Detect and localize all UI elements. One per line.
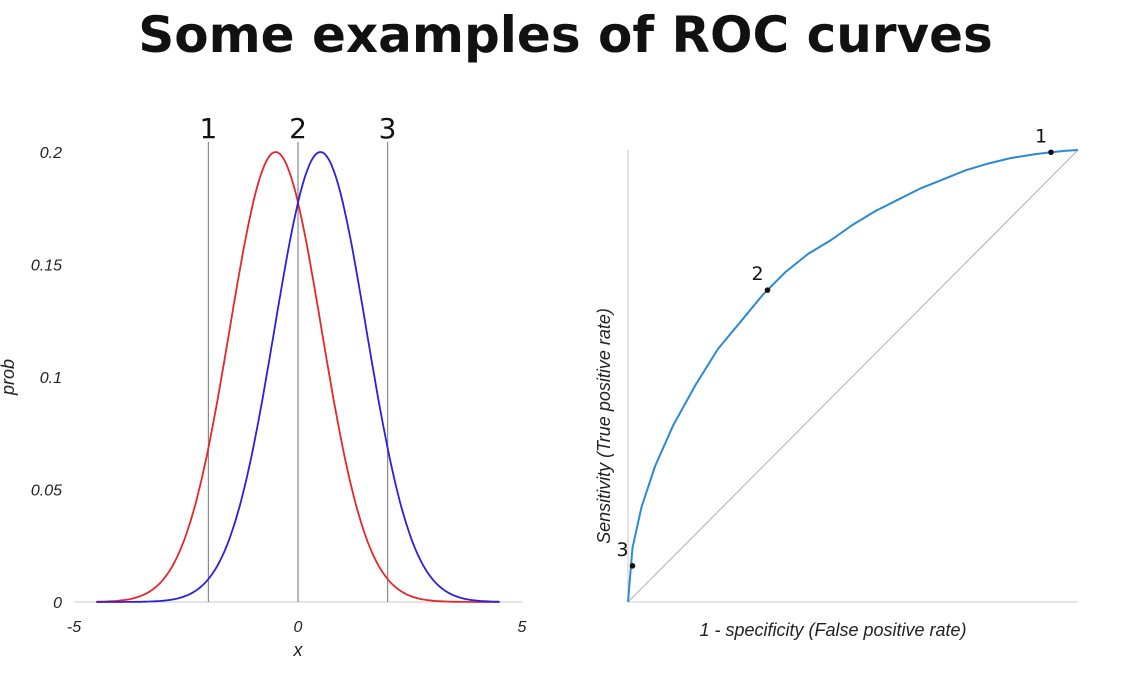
roc-curve-chart: 1 - specificity (False positive rate) Sen… xyxy=(594,125,1079,640)
y-tick-label: 0.2 xyxy=(40,145,62,162)
y-tick-label: 0.15 xyxy=(31,258,62,275)
y-tick-label: 0 xyxy=(53,595,62,612)
x-axis-label: 1 - specificity (False positive rate) xyxy=(699,620,966,640)
roc-curve xyxy=(627,149,1079,603)
x-tick-label: -5 xyxy=(67,619,81,636)
chance-diagonal xyxy=(627,149,1079,603)
y-tick-label: 0.1 xyxy=(40,370,62,387)
roc-point-label: 3 xyxy=(616,539,628,561)
density-curve-2 xyxy=(96,151,500,603)
y-axis-label: prob xyxy=(0,359,18,396)
y-tick-label: 0.05 xyxy=(31,483,62,500)
slide-title: Some examples of ROC curves xyxy=(138,6,993,64)
y-axis-label: Sensitivity (True positive rate) xyxy=(594,308,614,544)
threshold-label: 2 xyxy=(289,112,307,145)
roc-point-label: 2 xyxy=(751,263,763,285)
threshold-label: 1 xyxy=(199,112,217,145)
threshold-label: 3 xyxy=(379,112,397,145)
roc-point xyxy=(764,287,771,293)
x-tick-label: 0 xyxy=(294,619,303,636)
roc-point-label: 1 xyxy=(1035,125,1047,147)
roc-point xyxy=(629,563,636,569)
roc-point xyxy=(1048,149,1054,156)
x-tick-label: 5 xyxy=(518,619,527,636)
x-axis-label: x xyxy=(293,640,304,660)
normal-distributions-chart: 0 0.05 0.1 0.15 0.2 -5 0 5 x prob 1 2 3 xyxy=(0,112,527,660)
